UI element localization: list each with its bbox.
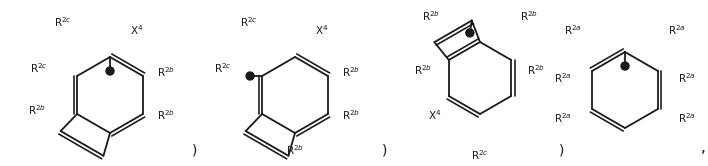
Text: R$^{2b}$: R$^{2b}$	[157, 65, 175, 79]
Text: R$^{2c}$: R$^{2c}$	[471, 148, 489, 162]
Text: R$^{2b}$: R$^{2b}$	[527, 63, 545, 77]
Text: ,: ,	[700, 140, 705, 156]
Text: R$^{2a}$: R$^{2a}$	[668, 23, 686, 37]
Text: ): )	[193, 143, 198, 157]
Text: R$^{2a}$: R$^{2a}$	[564, 23, 582, 37]
Text: R$^{2c}$: R$^{2c}$	[215, 61, 232, 75]
Text: X$^{4}$: X$^{4}$	[315, 23, 329, 37]
Text: R$^{2c}$: R$^{2c}$	[240, 15, 258, 29]
Text: X$^{4}$: X$^{4}$	[428, 108, 441, 122]
Text: R$^{2b}$: R$^{2b}$	[157, 108, 175, 122]
Text: R$^{2c}$: R$^{2c}$	[55, 15, 72, 29]
Text: R$^{2b}$: R$^{2b}$	[28, 103, 46, 117]
Circle shape	[106, 67, 114, 75]
Text: R$^{2c}$: R$^{2c}$	[30, 61, 48, 75]
Text: R$^{2b}$: R$^{2b}$	[520, 9, 538, 23]
Circle shape	[466, 29, 474, 37]
Circle shape	[621, 62, 629, 70]
Text: R$^{2a}$: R$^{2a}$	[678, 111, 696, 125]
Text: R$^{2b}$: R$^{2b}$	[342, 108, 360, 122]
Text: R$^{2b}$: R$^{2b}$	[413, 63, 432, 77]
Text: ): )	[559, 143, 565, 157]
Text: R$^{2b}$: R$^{2b}$	[286, 143, 304, 157]
Text: R$^{2b}$: R$^{2b}$	[422, 9, 440, 23]
Text: ): )	[382, 143, 388, 157]
Text: X$^{4}$: X$^{4}$	[130, 23, 144, 37]
Text: R$^{2a}$: R$^{2a}$	[554, 111, 572, 125]
Text: R$^{2a}$: R$^{2a}$	[554, 71, 572, 85]
Text: R$^{2a}$: R$^{2a}$	[678, 71, 696, 85]
Text: R$^{2b}$: R$^{2b}$	[342, 65, 360, 79]
Circle shape	[246, 72, 254, 80]
